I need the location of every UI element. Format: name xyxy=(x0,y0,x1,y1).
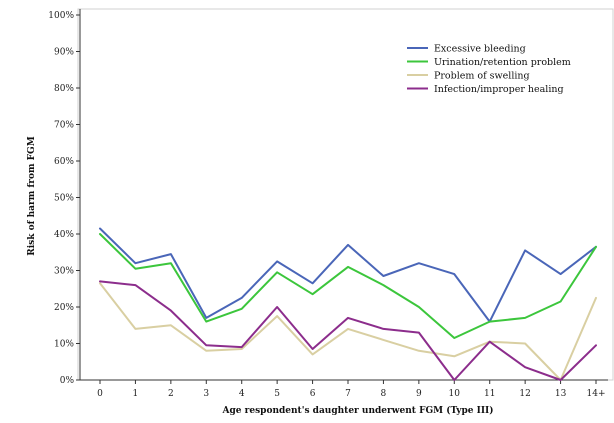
y-axis-title: Risk of harm from FGM xyxy=(27,136,37,255)
axes: 0%10%20%30%40%50%60%70%80%90%100%0 1 2 3 4 5 6… xyxy=(48,9,608,399)
legend-label-problem-of-swelling: Problem of swelling xyxy=(434,71,530,82)
x-tick-label: 5 xyxy=(274,389,280,399)
x-tick-label: 9 xyxy=(416,389,422,399)
x-tick-label: 2 xyxy=(168,389,174,399)
legend-label-infection-improper-healing: Infection/improper healing xyxy=(434,84,564,95)
x-tick-label: 1 xyxy=(133,389,139,399)
y-tick-label: 20% xyxy=(54,303,74,313)
x-tick-label: 12 xyxy=(519,389,530,399)
x-tick-label: 7 xyxy=(345,389,351,399)
series-line-problem-of-swelling xyxy=(99,282,597,381)
y-tick-label: 90% xyxy=(54,48,74,58)
series-line-excessive-bleeding xyxy=(99,227,597,323)
legend-label-excessive-bleeding: Excessive bleeding xyxy=(434,44,526,55)
x-tick-label: 3 xyxy=(203,389,209,399)
y-tick-label: 0% xyxy=(60,376,75,386)
series-line-urination-retention-problem xyxy=(99,233,597,339)
series-layer xyxy=(99,227,597,381)
x-tick-label: 14+ xyxy=(587,389,606,399)
series-line-infection-improper-healing xyxy=(99,280,597,381)
x-tick-label: 8 xyxy=(381,389,387,399)
x-tick-label: 11 xyxy=(484,389,495,399)
x-tick-label: 13 xyxy=(555,389,567,399)
x-tick-label: 6 xyxy=(310,389,316,399)
y-tick-label: 30% xyxy=(54,267,74,277)
x-tick-label: 4 xyxy=(239,389,245,399)
x-axis-title: Age respondent's daughter underwent FGM … xyxy=(221,405,493,416)
y-tick-label: 50% xyxy=(54,194,74,204)
y-tick-label: 10% xyxy=(54,340,74,350)
x-tick-label: 0 xyxy=(97,389,103,399)
legend-label-urination-retention-problem: Urination/retention problem xyxy=(434,57,571,68)
y-tick-label: 100% xyxy=(48,11,74,21)
legend: Excessive bleeding Urination/retention pr… xyxy=(407,44,571,95)
y-tick-label: 80% xyxy=(54,84,74,94)
x-tick-label: 10 xyxy=(449,389,461,399)
y-tick-label: 70% xyxy=(54,121,74,131)
y-tick-label: 40% xyxy=(54,230,74,240)
y-tick-label: 60% xyxy=(54,157,74,167)
